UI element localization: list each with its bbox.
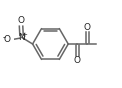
- Text: O: O: [74, 56, 81, 65]
- Text: O: O: [4, 35, 11, 44]
- Text: -: -: [2, 33, 5, 42]
- Text: N: N: [18, 33, 25, 42]
- Text: +: +: [22, 32, 28, 38]
- Text: O: O: [18, 16, 25, 25]
- Text: O: O: [84, 23, 91, 32]
